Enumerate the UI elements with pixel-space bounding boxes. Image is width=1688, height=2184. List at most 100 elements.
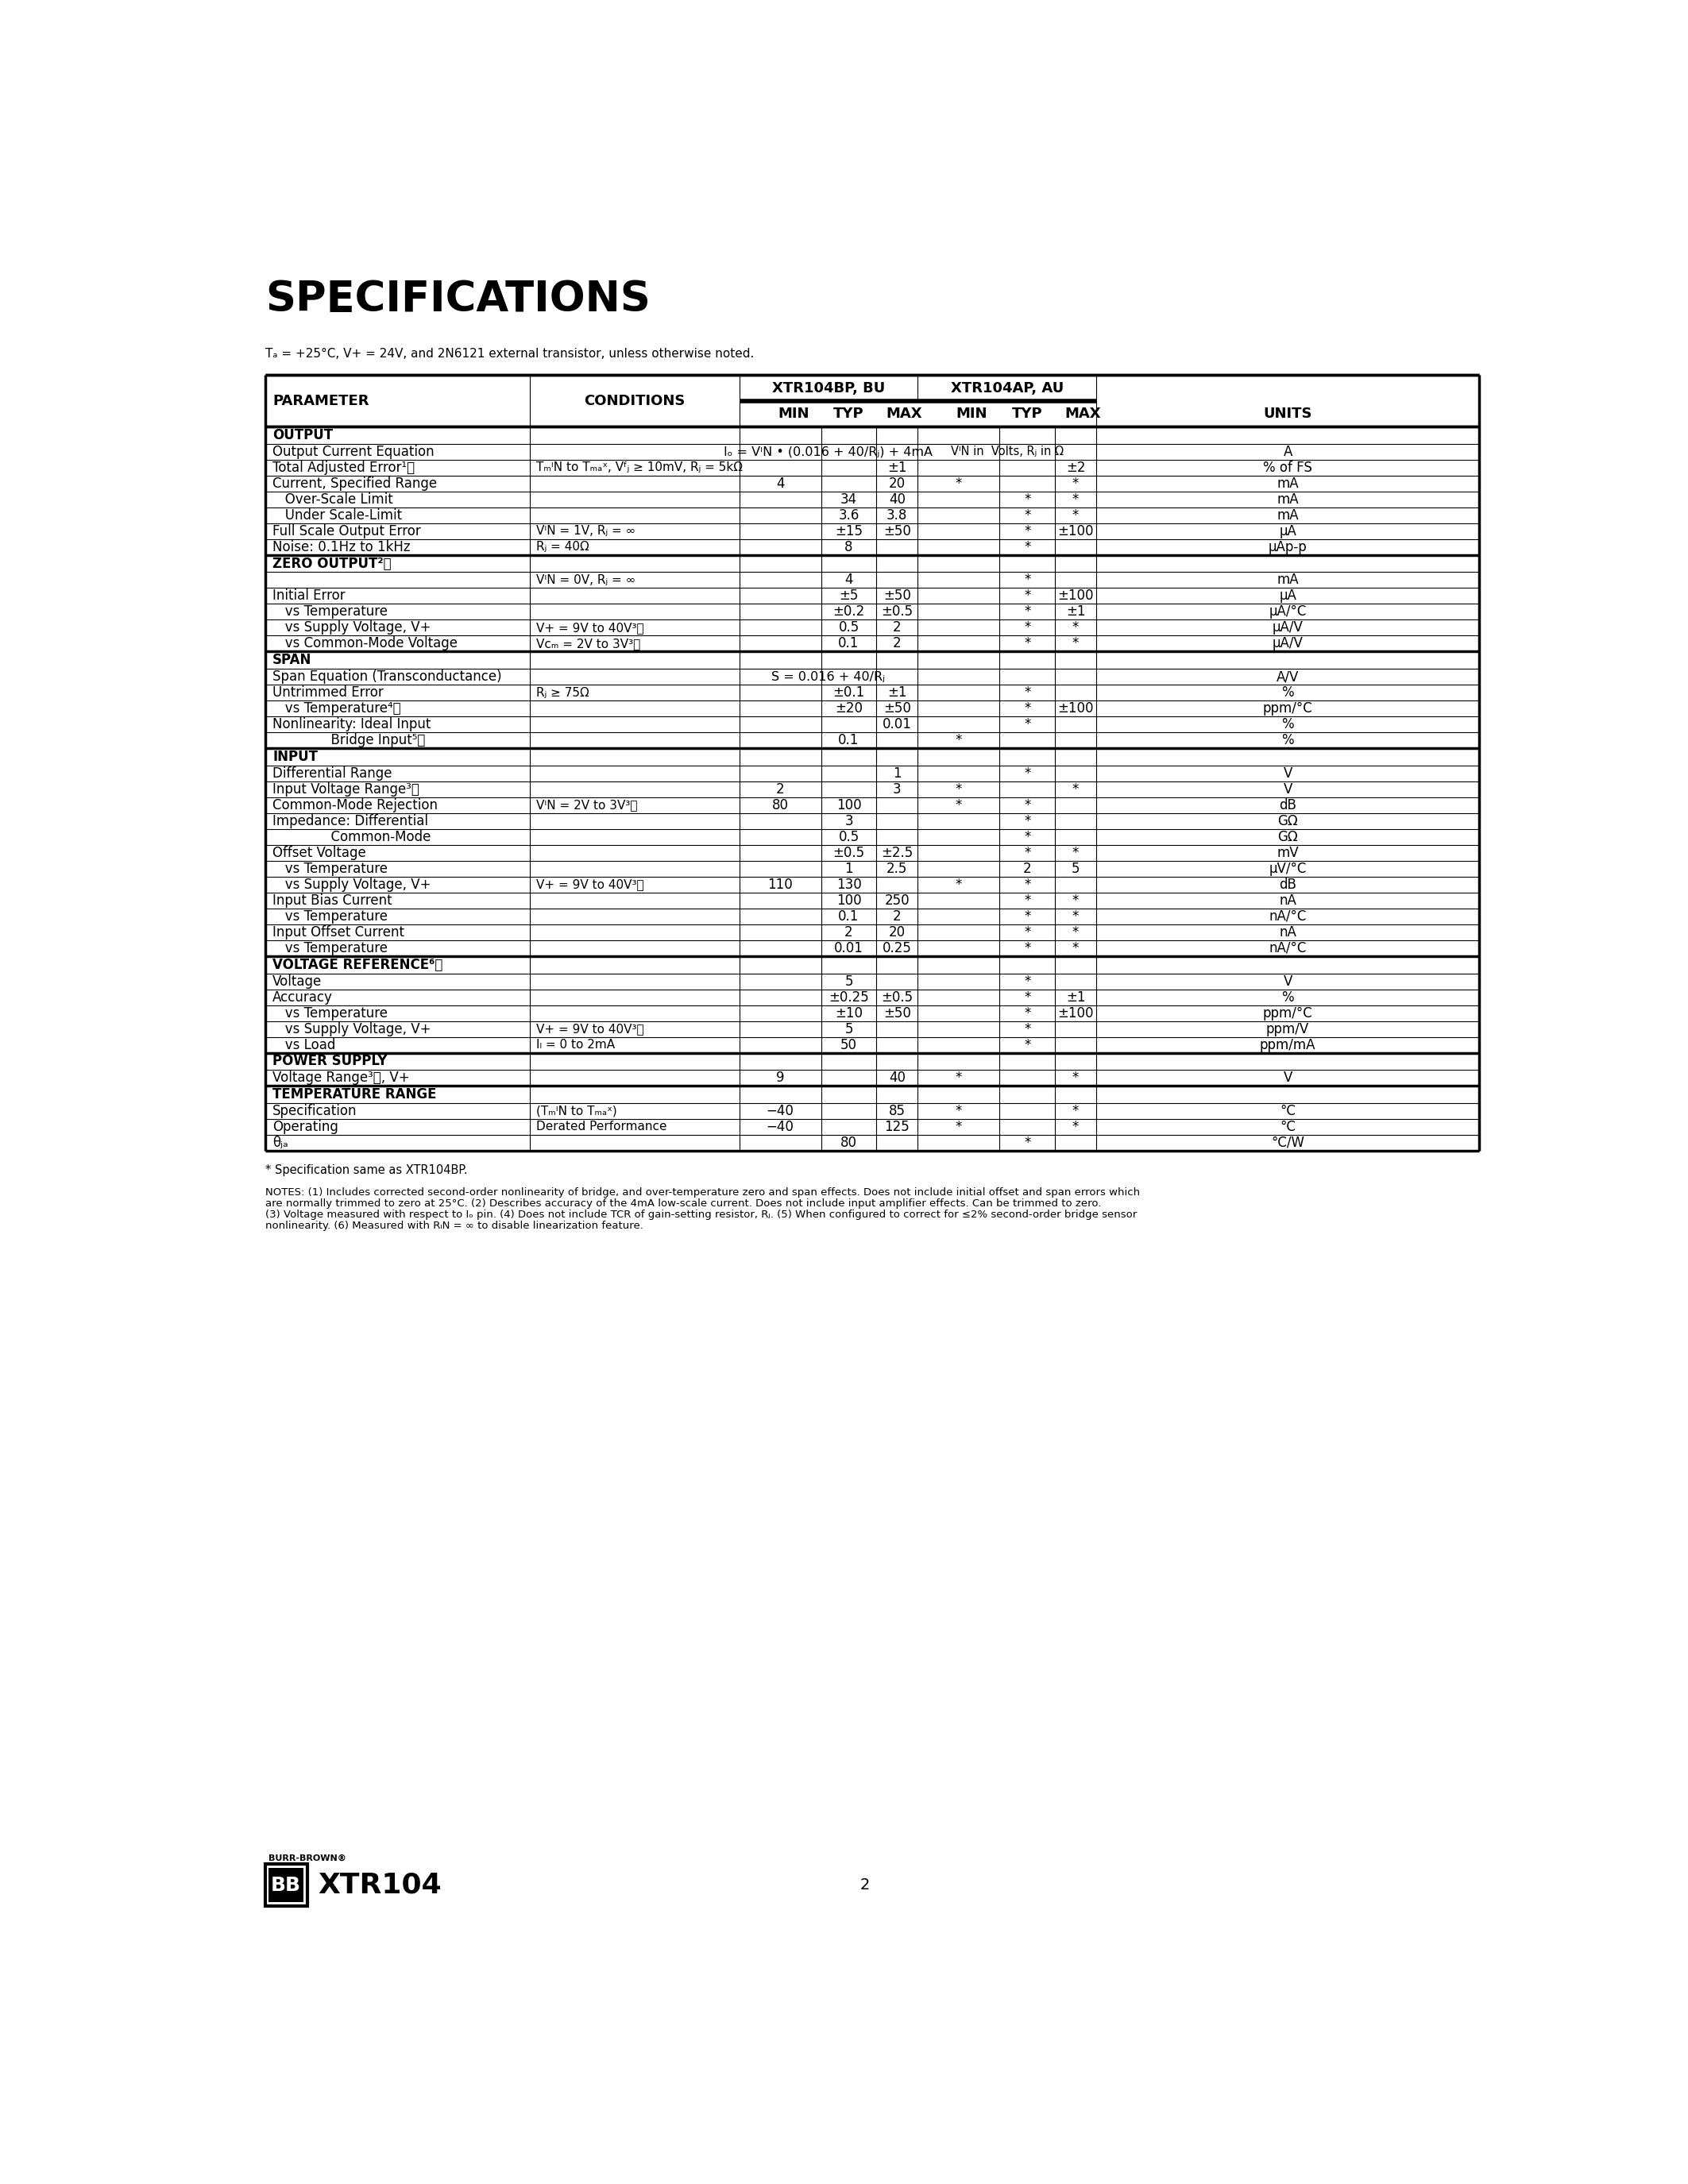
- Text: *: *: [1072, 620, 1079, 636]
- Text: NOTES: (1) Includes corrected second-order nonlinearity of bridge, and over-temp: NOTES: (1) Includes corrected second-ord…: [265, 1188, 1139, 1197]
- Text: A: A: [1283, 446, 1293, 459]
- Text: ±2: ±2: [1065, 461, 1085, 474]
- Text: XTR104AP, AU: XTR104AP, AU: [950, 380, 1063, 395]
- Text: 0.25: 0.25: [883, 941, 912, 954]
- Text: ±2.5: ±2.5: [881, 845, 913, 860]
- Text: (TₘᴵN to Tₘₐˣ): (TₘᴵN to Tₘₐˣ): [537, 1105, 616, 1116]
- Text: *: *: [1025, 926, 1031, 939]
- Text: V+ = 9V to 40V³⧩: V+ = 9V to 40V³⧩: [537, 622, 643, 633]
- Text: 2.5: 2.5: [886, 860, 908, 876]
- Text: *: *: [1025, 1136, 1031, 1149]
- Text: *: *: [1072, 1103, 1079, 1118]
- Text: nA: nA: [1280, 926, 1296, 939]
- Text: 1: 1: [844, 860, 852, 876]
- Text: VᴵN in  Volts, Rⱼ in Ω: VᴵN in Volts, Rⱼ in Ω: [950, 446, 1063, 459]
- Text: %: %: [1281, 989, 1295, 1005]
- Text: μV/°C: μV/°C: [1269, 860, 1307, 876]
- Text: *: *: [955, 476, 962, 491]
- Text: *: *: [1025, 491, 1031, 507]
- Text: vs Temperature: vs Temperature: [272, 860, 388, 876]
- Text: ±20: ±20: [836, 701, 863, 716]
- Text: *: *: [1025, 605, 1031, 618]
- Text: UNITS: UNITS: [1263, 406, 1312, 422]
- Text: 40: 40: [890, 491, 905, 507]
- Text: *: *: [1025, 716, 1031, 732]
- Text: *: *: [1025, 1007, 1031, 1020]
- Text: mA: mA: [1276, 476, 1298, 491]
- Text: vs Temperature: vs Temperature: [272, 909, 388, 924]
- Text: 5: 5: [844, 974, 852, 989]
- Text: Vᴄₘ = 2V to 3V³⧩: Vᴄₘ = 2V to 3V³⧩: [537, 638, 640, 649]
- Text: Untrimmed Error: Untrimmed Error: [272, 686, 383, 699]
- Text: V: V: [1283, 767, 1293, 780]
- Text: *: *: [1072, 509, 1079, 522]
- Text: μA: μA: [1280, 590, 1296, 603]
- Text: VOLTAGE REFERENCE⁶⧩: VOLTAGE REFERENCE⁶⧩: [272, 957, 442, 972]
- Text: XTR104BP, BU: XTR104BP, BU: [771, 380, 885, 395]
- Text: 100: 100: [836, 797, 861, 812]
- Text: ±50: ±50: [883, 701, 912, 716]
- Text: μA/V: μA/V: [1273, 620, 1303, 636]
- Text: *: *: [1025, 974, 1031, 989]
- Text: MAX: MAX: [1065, 406, 1101, 422]
- Text: 20: 20: [888, 926, 905, 939]
- Text: Iₒ = VᴵN • (0.016 + 40/Rⱼ) + 4mA: Iₒ = VᴵN • (0.016 + 40/Rⱼ) + 4mA: [724, 446, 933, 459]
- Text: ±1: ±1: [888, 686, 906, 699]
- Text: *: *: [1072, 845, 1079, 860]
- Text: Operating: Operating: [272, 1120, 338, 1133]
- Text: Total Adjusted Error¹⧩: Total Adjusted Error¹⧩: [272, 461, 415, 474]
- Text: mA: mA: [1276, 509, 1298, 522]
- Text: nonlinearity. (6) Measured with RₗN = ∞ to disable linearization feature.: nonlinearity. (6) Measured with RₗN = ∞ …: [265, 1221, 643, 1230]
- Text: Voltage: Voltage: [272, 974, 322, 989]
- Text: ±1: ±1: [1065, 605, 1085, 618]
- Text: ZERO OUTPUT²⧩: ZERO OUTPUT²⧩: [272, 557, 392, 570]
- Text: Under Scale-Limit: Under Scale-Limit: [272, 509, 402, 522]
- Text: ±50: ±50: [883, 1007, 912, 1020]
- Text: ±15: ±15: [836, 524, 863, 537]
- Text: Initial Error: Initial Error: [272, 590, 346, 603]
- Text: *: *: [1025, 767, 1031, 780]
- Text: 80: 80: [771, 797, 788, 812]
- Text: OUTPUT: OUTPUT: [272, 428, 333, 443]
- Text: ±100: ±100: [1058, 590, 1094, 603]
- Text: Nonlinearity: Ideal Input: Nonlinearity: Ideal Input: [272, 716, 430, 732]
- Text: *: *: [1025, 701, 1031, 716]
- Text: ±0.5: ±0.5: [832, 845, 864, 860]
- Text: μA/°C: μA/°C: [1269, 605, 1307, 618]
- Text: 9: 9: [776, 1070, 785, 1085]
- Text: ±10: ±10: [836, 1007, 863, 1020]
- Text: ±50: ±50: [883, 590, 912, 603]
- Text: 5: 5: [1072, 860, 1080, 876]
- Text: *: *: [1072, 893, 1079, 909]
- Text: BURR-BROWN®: BURR-BROWN®: [268, 1854, 346, 1861]
- Text: *: *: [1072, 491, 1079, 507]
- Text: Accuracy: Accuracy: [272, 989, 333, 1005]
- Text: *: *: [1025, 1022, 1031, 1035]
- Text: *: *: [955, 878, 962, 891]
- Text: *: *: [955, 1103, 962, 1118]
- Text: ppm/°C: ppm/°C: [1263, 701, 1313, 716]
- Text: Over-Scale Limit: Over-Scale Limit: [272, 491, 393, 507]
- Text: *: *: [955, 1120, 962, 1133]
- Text: S = 0.016 + 40/Rⱼ: S = 0.016 + 40/Rⱼ: [771, 670, 885, 684]
- Text: 50: 50: [841, 1037, 858, 1053]
- Text: Offset Voltage: Offset Voltage: [272, 845, 366, 860]
- Text: 40: 40: [890, 1070, 905, 1085]
- Text: 250: 250: [885, 893, 910, 909]
- Text: vs Load: vs Load: [272, 1037, 336, 1053]
- Text: POWER SUPPLY: POWER SUPPLY: [272, 1055, 387, 1068]
- Text: Input Bias Current: Input Bias Current: [272, 893, 392, 909]
- Text: *: *: [1072, 782, 1079, 797]
- Text: vs Temperature: vs Temperature: [272, 1007, 388, 1020]
- Text: 2: 2: [1023, 860, 1031, 876]
- Text: TYP: TYP: [1013, 406, 1043, 422]
- Text: θⱼₐ: θⱼₐ: [272, 1136, 289, 1149]
- Text: 0.1: 0.1: [839, 734, 859, 747]
- Text: *: *: [1072, 909, 1079, 924]
- Text: °C/W: °C/W: [1271, 1136, 1305, 1149]
- Text: *: *: [1072, 941, 1079, 954]
- Text: 2: 2: [861, 1878, 869, 1894]
- Text: *: *: [1025, 572, 1031, 587]
- Text: 110: 110: [768, 878, 793, 891]
- Text: V+ = 9V to 40V³⧩: V+ = 9V to 40V³⧩: [537, 878, 643, 891]
